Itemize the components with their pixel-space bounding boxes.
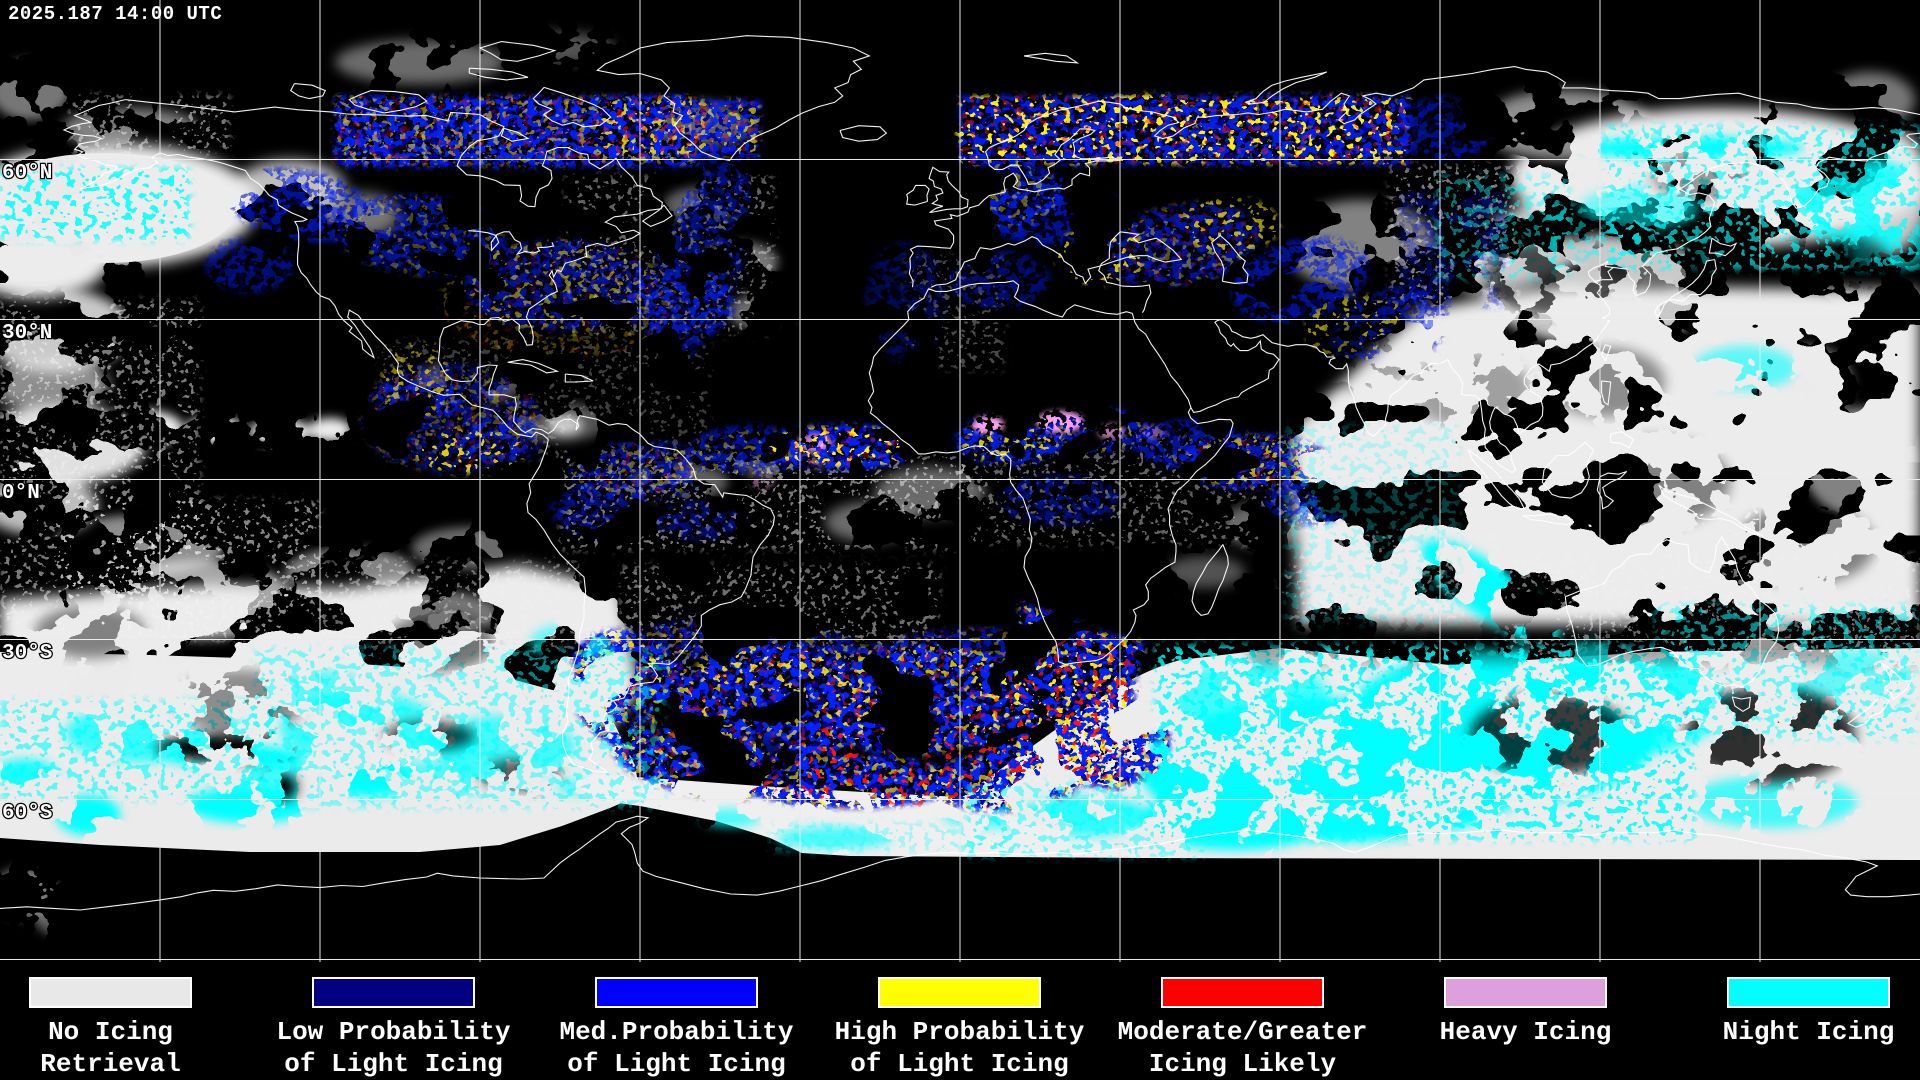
- svg-text:30°N: 30°N: [2, 322, 52, 345]
- svg-text:Heavy Icing: Heavy Icing: [1440, 1017, 1612, 1047]
- svg-text:60°N: 60°N: [2, 162, 52, 185]
- svg-text:No Icing: No Icing: [48, 1017, 173, 1047]
- svg-text:2025.187 14:00 UTC: 2025.187 14:00 UTC: [8, 3, 222, 25]
- svg-text:of Light Icing: of Light Icing: [284, 1049, 502, 1079]
- svg-text:Retrieval: Retrieval: [40, 1049, 180, 1079]
- svg-text:30°S: 30°S: [2, 642, 52, 665]
- svg-text:Low Probability: Low Probability: [276, 1017, 510, 1047]
- svg-text:0°N: 0°N: [2, 482, 40, 505]
- svg-text:Icing Likely: Icing Likely: [1149, 1049, 1337, 1079]
- svg-text:of Light Icing: of Light Icing: [567, 1049, 785, 1079]
- svg-text:High Probability: High Probability: [835, 1017, 1085, 1047]
- svg-text:Moderate/Greater: Moderate/Greater: [1118, 1017, 1368, 1047]
- svg-text:of Light Icing: of Light Icing: [850, 1049, 1068, 1079]
- svg-text:60°S: 60°S: [2, 802, 52, 825]
- svg-text:Night Icing: Night Icing: [1723, 1017, 1895, 1047]
- svg-text:Med.Probability: Med.Probability: [559, 1017, 793, 1047]
